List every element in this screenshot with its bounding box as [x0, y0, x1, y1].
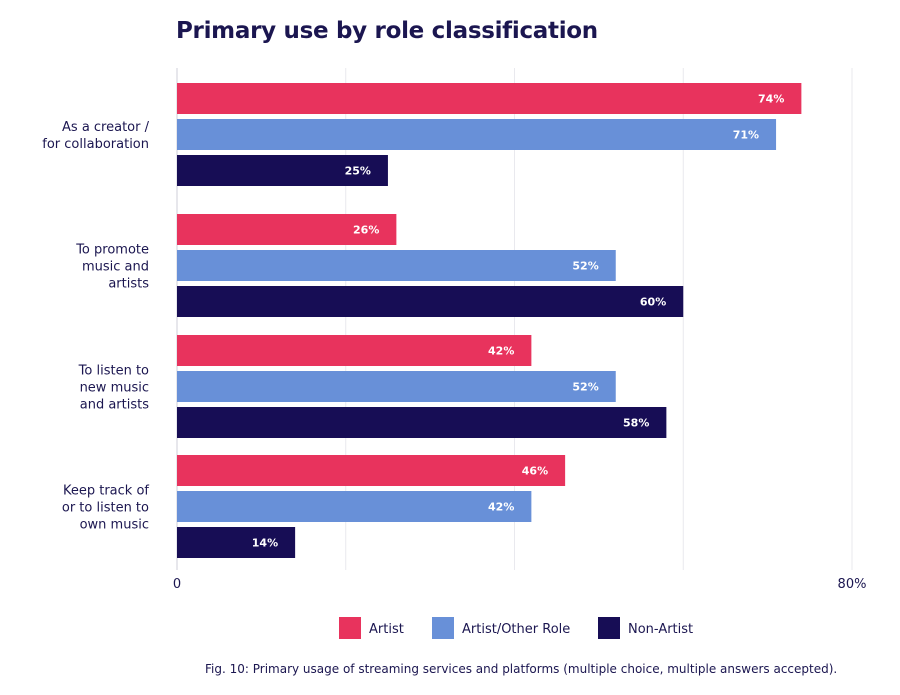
category-label: To listen to new music and artists — [78, 364, 150, 413]
bar-value-label: 52% — [572, 381, 598, 394]
legend-swatch — [339, 617, 361, 639]
bar-artist — [177, 455, 566, 486]
bar-artist — [177, 335, 532, 366]
bar-value-label: 58% — [623, 417, 649, 430]
legend-label: Artist/Other Role — [462, 622, 570, 637]
bar-value-label: 60% — [640, 296, 666, 309]
category-label: As a creator / for collaboration — [42, 120, 149, 152]
bar-non-artist — [177, 286, 684, 317]
bar-non-artist — [177, 527, 296, 558]
figure-caption: Fig. 10: Primary usage of streaming serv… — [205, 662, 838, 676]
bar-value-label: 25% — [345, 165, 371, 178]
bar-non-artist — [177, 155, 388, 186]
bar-value-label: 42% — [488, 501, 514, 514]
bar-non-artist — [177, 407, 667, 438]
bar-artist-other-role — [177, 491, 532, 522]
legend-swatch — [432, 617, 454, 639]
bar-value-label: 52% — [572, 260, 598, 273]
bar-value-label: 42% — [488, 345, 514, 358]
bar-artist-other-role — [177, 250, 616, 281]
legend-label: Artist — [369, 622, 404, 637]
legend-label: Non-Artist — [628, 622, 693, 637]
bar-value-label: 71% — [733, 129, 759, 142]
bar-artist — [177, 214, 397, 245]
bar-artist-other-role — [177, 119, 777, 150]
bar-value-label: 74% — [758, 93, 784, 106]
bar-artist-other-role — [177, 371, 616, 402]
chart-title: Primary use by role classification — [176, 18, 598, 44]
bar-value-label: 14% — [252, 537, 278, 550]
category-label: Keep track of or to listen to own music — [62, 484, 150, 533]
x-tick-label: 80% — [838, 577, 867, 592]
bar-artist — [177, 83, 802, 114]
x-tick-label: 0 — [173, 577, 181, 592]
legend-swatch — [598, 617, 620, 639]
category-label: To promote music and artists — [75, 243, 149, 292]
bar-value-label: 26% — [353, 224, 379, 237]
bar-value-label: 46% — [522, 465, 548, 478]
